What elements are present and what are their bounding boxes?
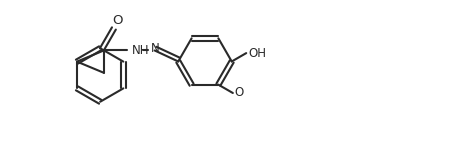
Text: N: N (151, 42, 160, 55)
Text: O: O (235, 87, 244, 99)
Text: O: O (112, 14, 123, 27)
Text: NH: NH (132, 44, 149, 57)
Text: OH: OH (248, 47, 266, 60)
